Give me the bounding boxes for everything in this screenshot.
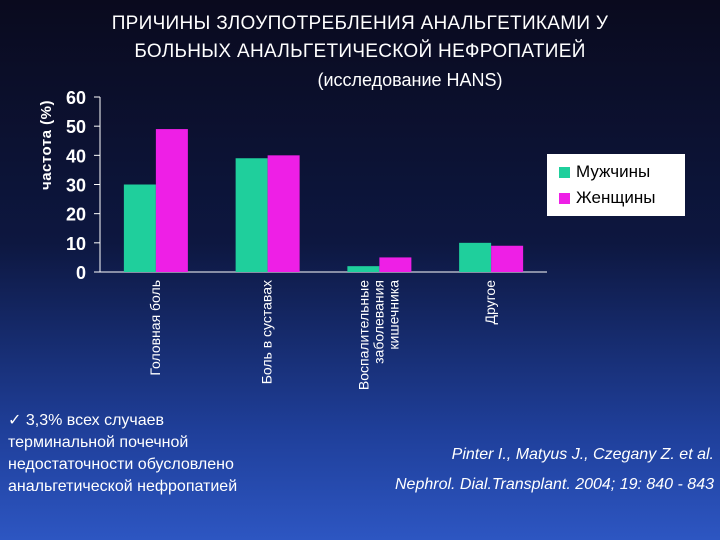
legend-swatch-men (559, 166, 570, 178)
legend-item-women: Женщины (559, 185, 685, 211)
bar-women (155, 129, 188, 272)
note-line: анальгетической нефропатией (8, 478, 238, 495)
bar-women (379, 257, 412, 272)
x-category-label: заболевания (370, 280, 386, 364)
x-category-label: Боль в суставах (259, 280, 275, 384)
y-tick-label: 20 (66, 205, 86, 225)
y-tick-label: 40 (66, 146, 86, 166)
reference-authors: Pinter I., Matyus J., Czegany Z. et al. (451, 446, 714, 463)
legend-swatch-women (559, 192, 570, 204)
x-category-label: Воспалительные (355, 280, 371, 390)
y-tick-label: 30 (66, 176, 86, 196)
chart-legend: Мужчины Женщины (547, 154, 685, 216)
bar-men (123, 184, 156, 272)
legend-item-men: Мужчины (559, 159, 685, 185)
legend-label-men: Мужчины (576, 162, 651, 181)
note-line: недостаточности обусловлено (8, 456, 234, 473)
x-category-label: Головная боль (147, 280, 163, 376)
chart-subtitle: (исследование HANS) (317, 70, 503, 90)
bar-men (347, 266, 380, 272)
y-tick-label: 10 (66, 234, 86, 254)
bar-women (267, 155, 300, 272)
bar-men (235, 158, 268, 272)
legend-label-women: Женщины (576, 188, 656, 207)
y-tick-label: 50 (66, 117, 86, 137)
bar-women (491, 245, 524, 272)
slide-title: ПРИЧИНЫ ЗЛОУПОТРЕБЛЕНИЯ АНАЛЬГЕТИКАМИ У … (20, 10, 700, 66)
note-line: ✓ 3,3% всех случаев (8, 412, 165, 429)
x-category-label: кишечника (385, 280, 401, 350)
note-line: терминальной почечной (8, 434, 189, 451)
title-line-1: ПРИЧИНЫ ЗЛОУПОТРЕБЛЕНИЯ АНАЛЬГЕТИКАМИ У (111, 13, 609, 34)
title-line-2: БОЛЬНЫХ АНАЛЬГЕТИЧЕСКОЙ НЕФРОПАТИЕЙ (134, 41, 586, 62)
reference-journal: Nephrol. Dial.Transplant. 2004; 19: 840 … (394, 476, 714, 493)
bar-men (459, 242, 492, 272)
y-tick-label: 0 (76, 263, 86, 283)
reference-citation: Pinter I., Matyus J., Czegany Z. et al. … (395, 440, 714, 500)
x-category-label: Другое (482, 280, 498, 325)
y-tick-label: 60 (66, 88, 86, 108)
note-text: ✓ 3,3% всех случаев терминальной почечно… (8, 410, 237, 498)
